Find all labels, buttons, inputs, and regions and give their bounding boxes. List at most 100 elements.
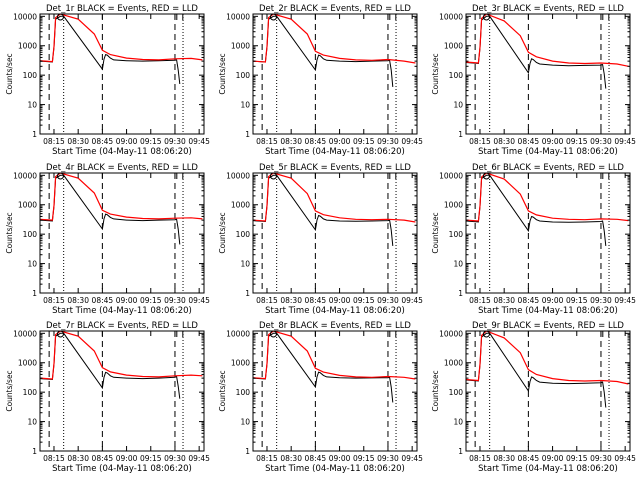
x-tick-label: 09:15 [140,454,162,463]
y-axis-label: Counts/sec [218,212,227,253]
plot-area [466,173,629,293]
panel-frame [252,13,418,135]
y-tick-label: 10 [27,418,37,427]
y-axis-label: Counts/sec [431,370,440,411]
x-tick-label: 09:00 [116,454,138,463]
x-tick-label: 08:30 [493,296,515,305]
x-tick-label: 09:45 [614,454,636,463]
x-tick-label: 08:45 [92,296,114,305]
lld-series-line [253,331,416,380]
x-tick-label: 09:30 [164,296,186,305]
x-tick-label: 09:30 [377,454,399,463]
x-tick-label: 08:30 [67,137,89,146]
x-tick-label: 09:00 [542,137,564,146]
x-tick-label: 08:45 [518,454,540,463]
x-tick-label: 09:45 [614,296,636,305]
plot-area [466,14,629,134]
x-tick-label: 09:45 [401,137,423,146]
y-tick-label: 10 [453,101,463,110]
y-tick-label: 10000 [13,329,37,338]
y-axis-label: Counts/sec [5,53,14,94]
plot-area [40,14,203,134]
x-tick-label: 09:30 [164,454,186,463]
panel-frame [465,330,631,452]
plot-area [40,173,203,293]
x-tick-label: 09:30 [164,137,186,146]
x-axis-label: Start Time (04-May-11 08:06:20) [478,464,618,474]
lld-series-line [466,331,629,385]
x-tick-label: 09:15 [353,137,375,146]
x-tick-label: 09:00 [329,137,351,146]
x-tick-label: 08:15 [43,296,65,305]
y-tick-label: 1000 [444,201,463,210]
y-tick-label: 10 [240,101,250,110]
panel-title: Det_3r BLACK = Events, RED = LLD [472,4,624,14]
plot-area [466,331,629,451]
y-tick-label: 1000 [18,201,37,210]
x-axis-label: Start Time (04-May-11 08:06:20) [478,147,618,157]
detector-panel: Det_8r BLACK = Events, RED = LLD 1 10 100 10… [218,321,423,474]
x-tick-label: 09:30 [590,137,612,146]
x-tick-label: 08:45 [92,137,114,146]
y-tick-label: 10 [453,260,463,269]
y-tick-label: 1 [32,130,37,139]
x-tick-label: 09:15 [353,454,375,463]
x-tick-label: 09:00 [329,454,351,463]
panel-title: Det_2r BLACK = Events, RED = LLD [259,4,411,14]
detector-panel: Det_2r BLACK = Events, RED = LLD 1 10 100 10… [218,4,423,157]
detector-panel: Det_9r BLACK = Events, RED = LLD 1 10 100 10… [431,321,636,474]
y-tick-label: 1 [458,447,463,456]
y-tick-label: 10000 [226,171,250,180]
x-tick-label: 09:45 [188,296,210,305]
x-axis-label: Start Time (04-May-11 08:06:20) [52,306,192,316]
lld-series-line [40,14,203,63]
panel-frame [39,172,205,294]
x-axis-label: Start Time (04-May-11 08:06:20) [265,464,405,474]
y-tick-label: 1 [458,130,463,139]
x-tick-label: 08:15 [469,296,491,305]
x-tick-label: 08:15 [256,137,278,146]
y-tick-label: 1000 [231,42,250,51]
panel-frame [39,330,205,452]
detector-panel: Det_1r BLACK = Events, RED = LLD 1 10 100 10… [5,4,210,157]
x-tick-label: 09:15 [140,137,162,146]
y-tick-label: 10000 [13,12,37,21]
plot-area [253,331,416,451]
x-tick-label: 09:30 [590,454,612,463]
panel-frame [465,172,631,294]
x-tick-label: 09:45 [401,454,423,463]
panel-title: Det_7r BLACK = Events, RED = LLD [46,321,198,331]
x-tick-label: 08:45 [518,137,540,146]
x-tick-label: 08:15 [256,454,278,463]
x-tick-label: 09:00 [329,296,351,305]
x-tick-label: 09:15 [353,296,375,305]
lld-series-line [40,173,203,221]
y-tick-label: 10 [27,260,37,269]
x-tick-label: 08:30 [67,296,89,305]
plot-area [253,173,416,293]
y-tick-label: 100 [449,230,464,239]
lld-series-line [40,331,203,380]
x-tick-label: 09:45 [401,296,423,305]
x-axis-label: Start Time (04-May-11 08:06:20) [265,147,405,157]
detector-panel: Det_6r BLACK = Events, RED = LLD 1 10 100 10… [431,163,636,316]
y-tick-label: 1 [32,447,37,456]
y-tick-label: 100 [236,71,251,80]
y-tick-label: 1 [458,289,463,298]
x-tick-label: 08:45 [305,454,327,463]
x-tick-label: 09:00 [542,454,564,463]
panel-title: Det_6r BLACK = Events, RED = LLD [472,163,624,173]
x-tick-label: 09:30 [377,296,399,305]
x-tick-label: 08:30 [280,454,302,463]
y-tick-label: 10000 [226,329,250,338]
panel-title: Det_8r BLACK = Events, RED = LLD [259,321,411,331]
x-tick-label: 08:45 [305,296,327,305]
y-tick-label: 10 [453,418,463,427]
x-tick-label: 09:15 [566,454,588,463]
panel-title: Det_1r BLACK = Events, RED = LLD [46,4,198,14]
x-tick-label: 09:45 [614,137,636,146]
x-axis-label: Start Time (04-May-11 08:06:20) [52,464,192,474]
x-axis-label: Start Time (04-May-11 08:06:20) [265,306,405,316]
